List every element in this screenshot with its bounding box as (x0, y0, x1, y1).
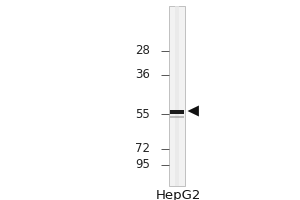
Text: HepG2: HepG2 (156, 189, 201, 200)
Text: 36: 36 (135, 68, 150, 82)
Text: 72: 72 (135, 142, 150, 156)
Text: 95: 95 (135, 158, 150, 171)
Bar (170, 110, 184, 114)
Bar (169, 6, 184, 186)
Text: 55: 55 (135, 108, 150, 120)
Polygon shape (188, 106, 199, 116)
Bar (170, 116, 184, 118)
Text: 28: 28 (135, 45, 150, 58)
Bar (175, 6, 179, 186)
